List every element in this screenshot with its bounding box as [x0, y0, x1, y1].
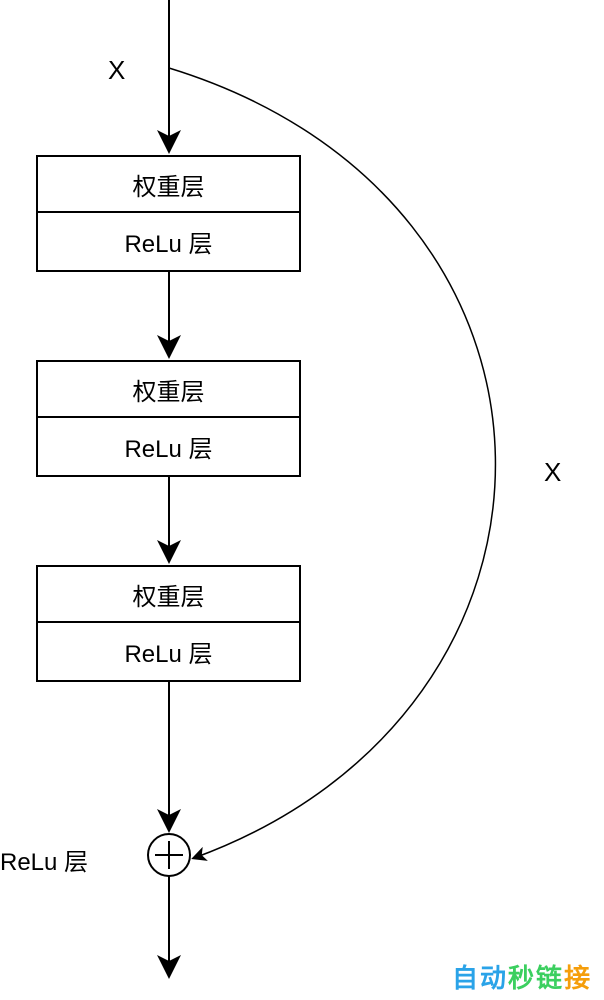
watermark-char-0: 自	[452, 963, 480, 993]
x-right-label: X	[544, 457, 561, 488]
block-3-weight: 权重层	[38, 567, 299, 623]
block-3: 权重层 ReLu 层	[36, 565, 301, 682]
residual-block-diagram: 权重层 ReLu 层 权重层 ReLu 层 权重层 ReLu 层 X X ReL…	[0, 0, 604, 1000]
x-top-label: X	[108, 55, 125, 86]
relu-bottom-text: ReLu 层	[0, 849, 88, 876]
x-right-text: X	[544, 457, 561, 487]
block-3-weight-label: 权重层	[133, 577, 205, 612]
watermark-char-2: 秒	[508, 963, 536, 993]
block-2: 权重层 ReLu 层	[36, 360, 301, 477]
watermark-char-3: 链	[536, 963, 564, 993]
block-1-relu-label: ReLu 层	[124, 224, 212, 259]
block-2-weight-label: 权重层	[133, 372, 205, 407]
watermark-char-4: 接	[564, 963, 592, 993]
block-3-relu-label: ReLu 层	[124, 634, 212, 669]
watermark-char-1: 动	[480, 963, 508, 993]
block-1-weight: 权重层	[38, 157, 299, 213]
relu-bottom-label: ReLu 层	[0, 842, 88, 877]
block-1: 权重层 ReLu 层	[36, 155, 301, 272]
x-top-text: X	[108, 55, 125, 85]
block-2-weight: 权重层	[38, 362, 299, 418]
arrows-and-curves	[0, 0, 604, 1000]
block-1-weight-label: 权重层	[133, 167, 205, 202]
watermark: 自动秒链接	[452, 958, 592, 995]
add-node	[148, 834, 190, 876]
block-1-relu: ReLu 层	[38, 213, 299, 270]
block-2-relu: ReLu 层	[38, 418, 299, 475]
block-3-relu: ReLu 层	[38, 623, 299, 680]
block-2-relu-label: ReLu 层	[124, 429, 212, 464]
